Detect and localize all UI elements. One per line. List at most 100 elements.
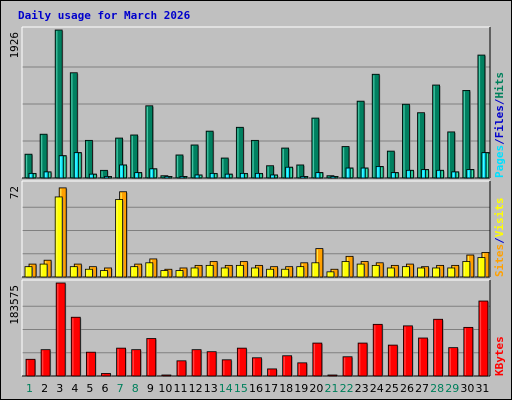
hits-bar-day-1: [24, 153, 33, 179]
pages-bar-day-17: [274, 174, 279, 179]
hits-bar-day-26: [402, 103, 411, 179]
pages-bar-day-11: [183, 176, 188, 179]
x-tick-label-day-11: 11: [174, 382, 188, 395]
panel-hits-ymax-label: 1926: [8, 32, 21, 59]
pages-bar-day-14: [228, 173, 234, 179]
pages-bar-day-24: [379, 166, 385, 179]
x-tick-label-day-4: 4: [71, 382, 78, 395]
kbytes-bar-day-15: [236, 347, 248, 377]
panel-visits-legend-part: /: [493, 237, 506, 244]
x-tick-label-day-17: 17: [264, 382, 278, 395]
hits-bar-day-25: [386, 150, 396, 179]
pages-bar-day-27: [425, 169, 430, 179]
panel-visits-legend-part: Sites: [493, 244, 506, 277]
panel-visits-plot-area: [22, 181, 490, 277]
pages-bar-day-30: [470, 169, 475, 179]
pages-bar-day-7: [123, 164, 128, 179]
sites-bar-day-1: [24, 266, 33, 278]
panel-hits-legend: Pages/Files/Hits: [493, 72, 506, 178]
hits-bar-day-28: [432, 84, 441, 179]
hits-bar-day-11: [175, 154, 184, 179]
sites-bar-day-6: [100, 270, 109, 278]
x-tick-label-day-7: 7: [117, 382, 124, 395]
sites-bar-day-19: [296, 266, 305, 278]
chart-title: Daily usage for March 2026: [18, 9, 191, 22]
hits-bar-day-24: [371, 73, 381, 179]
kbytes-bar-day-2: [40, 349, 52, 377]
pages-bar-day-23: [364, 167, 370, 179]
sites-bar-day-14: [220, 267, 230, 278]
x-tick-label-day-31: 31: [475, 382, 489, 395]
x-tick-label-day-15: 15: [234, 382, 248, 395]
sites-bar-day-20: [311, 262, 320, 278]
x-tick-label-day-24: 24: [370, 382, 384, 395]
sites-bar-day-21: [326, 271, 335, 278]
panel-kbytes-ymax-label: 183575: [8, 285, 21, 325]
hits-bar-day-4: [69, 72, 79, 179]
panel-hits-legend-part: Hits: [493, 72, 506, 99]
x-tick-label-day-9: 9: [147, 382, 154, 395]
sites-bar-day-2: [39, 263, 49, 278]
x-tick-label-day-16: 16: [249, 382, 263, 395]
panel-kbytes-legend: KBytes: [493, 336, 506, 376]
x-tick-label-day-5: 5: [86, 382, 93, 395]
panel-kbytes: 183575 KBytes: [8, 279, 506, 377]
kbytes-bar-day-29: [448, 347, 459, 377]
pages-bar-day-13: [213, 172, 219, 179]
kbytes-bar-day-7: [116, 347, 127, 377]
x-tick-label-day-25: 25: [385, 382, 399, 395]
panel-visits-legend: Sites/Visits: [493, 198, 506, 278]
hits-bar-day-31: [477, 54, 486, 179]
panel-hits-legend-part: /: [493, 138, 506, 145]
x-tick-label-day-12: 12: [189, 382, 203, 395]
kbytes-bar-day-28: [433, 318, 444, 377]
pages-bar-day-8: [138, 172, 143, 179]
pages-bar-day-12: [198, 174, 204, 179]
sites-bar-day-4: [69, 266, 79, 278]
kbytes-bar-day-27: [418, 337, 429, 377]
sites-bar-day-15: [235, 264, 245, 278]
sites-bar-day-23: [356, 263, 366, 278]
sites-bar-day-24: [371, 264, 381, 278]
sites-bar-day-12: [190, 267, 200, 278]
hits-bar-day-20: [311, 117, 320, 179]
pages-bar-day-22: [349, 167, 355, 179]
hits-bar-day-6: [100, 169, 109, 179]
x-tick-label-day-23: 23: [355, 382, 369, 395]
x-tick-label-day-28: 28: [430, 382, 444, 395]
sites-bar-day-25: [386, 267, 396, 278]
pages-bar-day-5: [92, 173, 98, 179]
pages-bar-day-2: [47, 171, 53, 179]
x-tick-label-day-27: 27: [415, 382, 429, 395]
kbytes-bar-day-25: [387, 344, 399, 377]
kbytes-bar-day-18: [282, 355, 293, 377]
pages-bar-day-16: [259, 172, 264, 179]
pages-bar-day-20: [319, 172, 324, 179]
sites-bar-day-27: [417, 267, 426, 278]
kbytes-bar-day-17: [267, 368, 278, 377]
kbytes-bar-day-14: [221, 359, 233, 377]
pages-bar-day-15: [243, 172, 249, 179]
panel-visits-ymax-label: 72: [8, 186, 21, 199]
sites-bar-day-29: [447, 267, 456, 278]
panel-hits-legend-part: Pages: [493, 145, 506, 178]
hits-bar-day-2: [39, 133, 49, 179]
panel-visits: 72 Sites/Visits: [8, 180, 506, 278]
pages-bar-day-6: [108, 176, 113, 179]
hits-bar-day-15: [235, 126, 245, 179]
kbytes-bar-day-24: [372, 323, 384, 377]
sites-bar-day-17: [266, 268, 275, 278]
kbytes-bar-day-1: [25, 358, 36, 377]
hits-bar-day-29: [447, 131, 456, 179]
x-axis-day-labels: 1 2 3 4 5 6 7 8 9 10 11 12 13 14 15 16 17 18 19 20 21 22 23 24 2…: [26, 382, 489, 395]
panel-visits-legend-part: Visits: [493, 198, 506, 238]
pages-bar-day-25: [394, 172, 400, 179]
kbytes-bar-day-30: [463, 326, 474, 377]
hits-bar-day-8: [130, 134, 139, 179]
pages-bar-day-26: [410, 169, 415, 179]
sites-bar-day-22: [341, 261, 351, 278]
pages-bar-day-21: [334, 176, 339, 179]
sites-bar-day-13: [205, 264, 215, 278]
hits-bar-day-17: [266, 165, 275, 179]
sites-bar-day-31: [477, 257, 486, 278]
